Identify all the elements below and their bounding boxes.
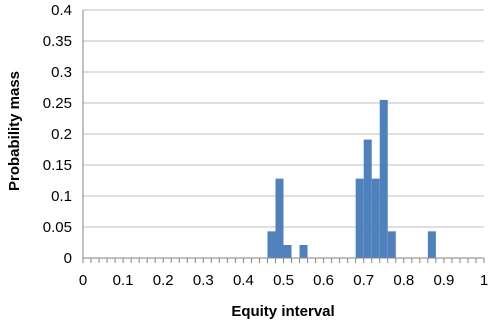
- bars: [267, 99, 436, 259]
- bar: [363, 139, 372, 258]
- x-axis-title: Equity interval: [231, 303, 334, 320]
- x-tick-label: 0.7: [353, 272, 374, 289]
- x-tick-label: 0.4: [233, 272, 254, 289]
- x-tick-label: 0.8: [393, 272, 414, 289]
- x-tick-label: 0.5: [273, 272, 294, 289]
- bar: [299, 244, 308, 258]
- bar: [275, 178, 284, 258]
- y-tick-label: 0.05: [43, 219, 72, 236]
- gridlines: [83, 9, 484, 228]
- bar: [355, 178, 364, 258]
- bar: [427, 231, 436, 258]
- y-tick-label: 0.2: [51, 126, 72, 143]
- y-tick-label: 0.3: [51, 64, 72, 81]
- x-tick-label: 1: [480, 272, 488, 289]
- y-tick-labels: 0 0.05 0.1 0.15 0.2 0.25 0.3 0.35 0.4: [43, 2, 72, 267]
- x-tick-label: 0.6: [313, 272, 334, 289]
- x-tick-label: 0: [79, 272, 87, 289]
- x-tick-label: 0.2: [153, 272, 174, 289]
- x-tick-label: 0.3: [193, 272, 214, 289]
- bar: [387, 231, 396, 258]
- y-tick-label: 0.35: [43, 33, 72, 50]
- x-tick-label: 0.9: [433, 272, 454, 289]
- y-tick-label: 0.15: [43, 157, 72, 174]
- bar: [379, 99, 388, 259]
- x-tick-labels: 0 0.1 0.2 0.3 0.4 0.5 0.6 0.7 0.8 0.9 1: [79, 272, 488, 289]
- y-tick-label: 0.1: [51, 188, 72, 205]
- y-tick-label: 0.25: [43, 95, 72, 112]
- y-axis-title: Probability mass: [6, 71, 23, 191]
- y-tick-label: 0.4: [51, 2, 72, 19]
- bar: [283, 244, 292, 258]
- x-tick-marks: [82, 258, 485, 263]
- bar: [371, 178, 380, 258]
- x-tick-label: 0.1: [113, 272, 134, 289]
- bar: [267, 231, 276, 258]
- y-tick-label: 0: [64, 250, 72, 267]
